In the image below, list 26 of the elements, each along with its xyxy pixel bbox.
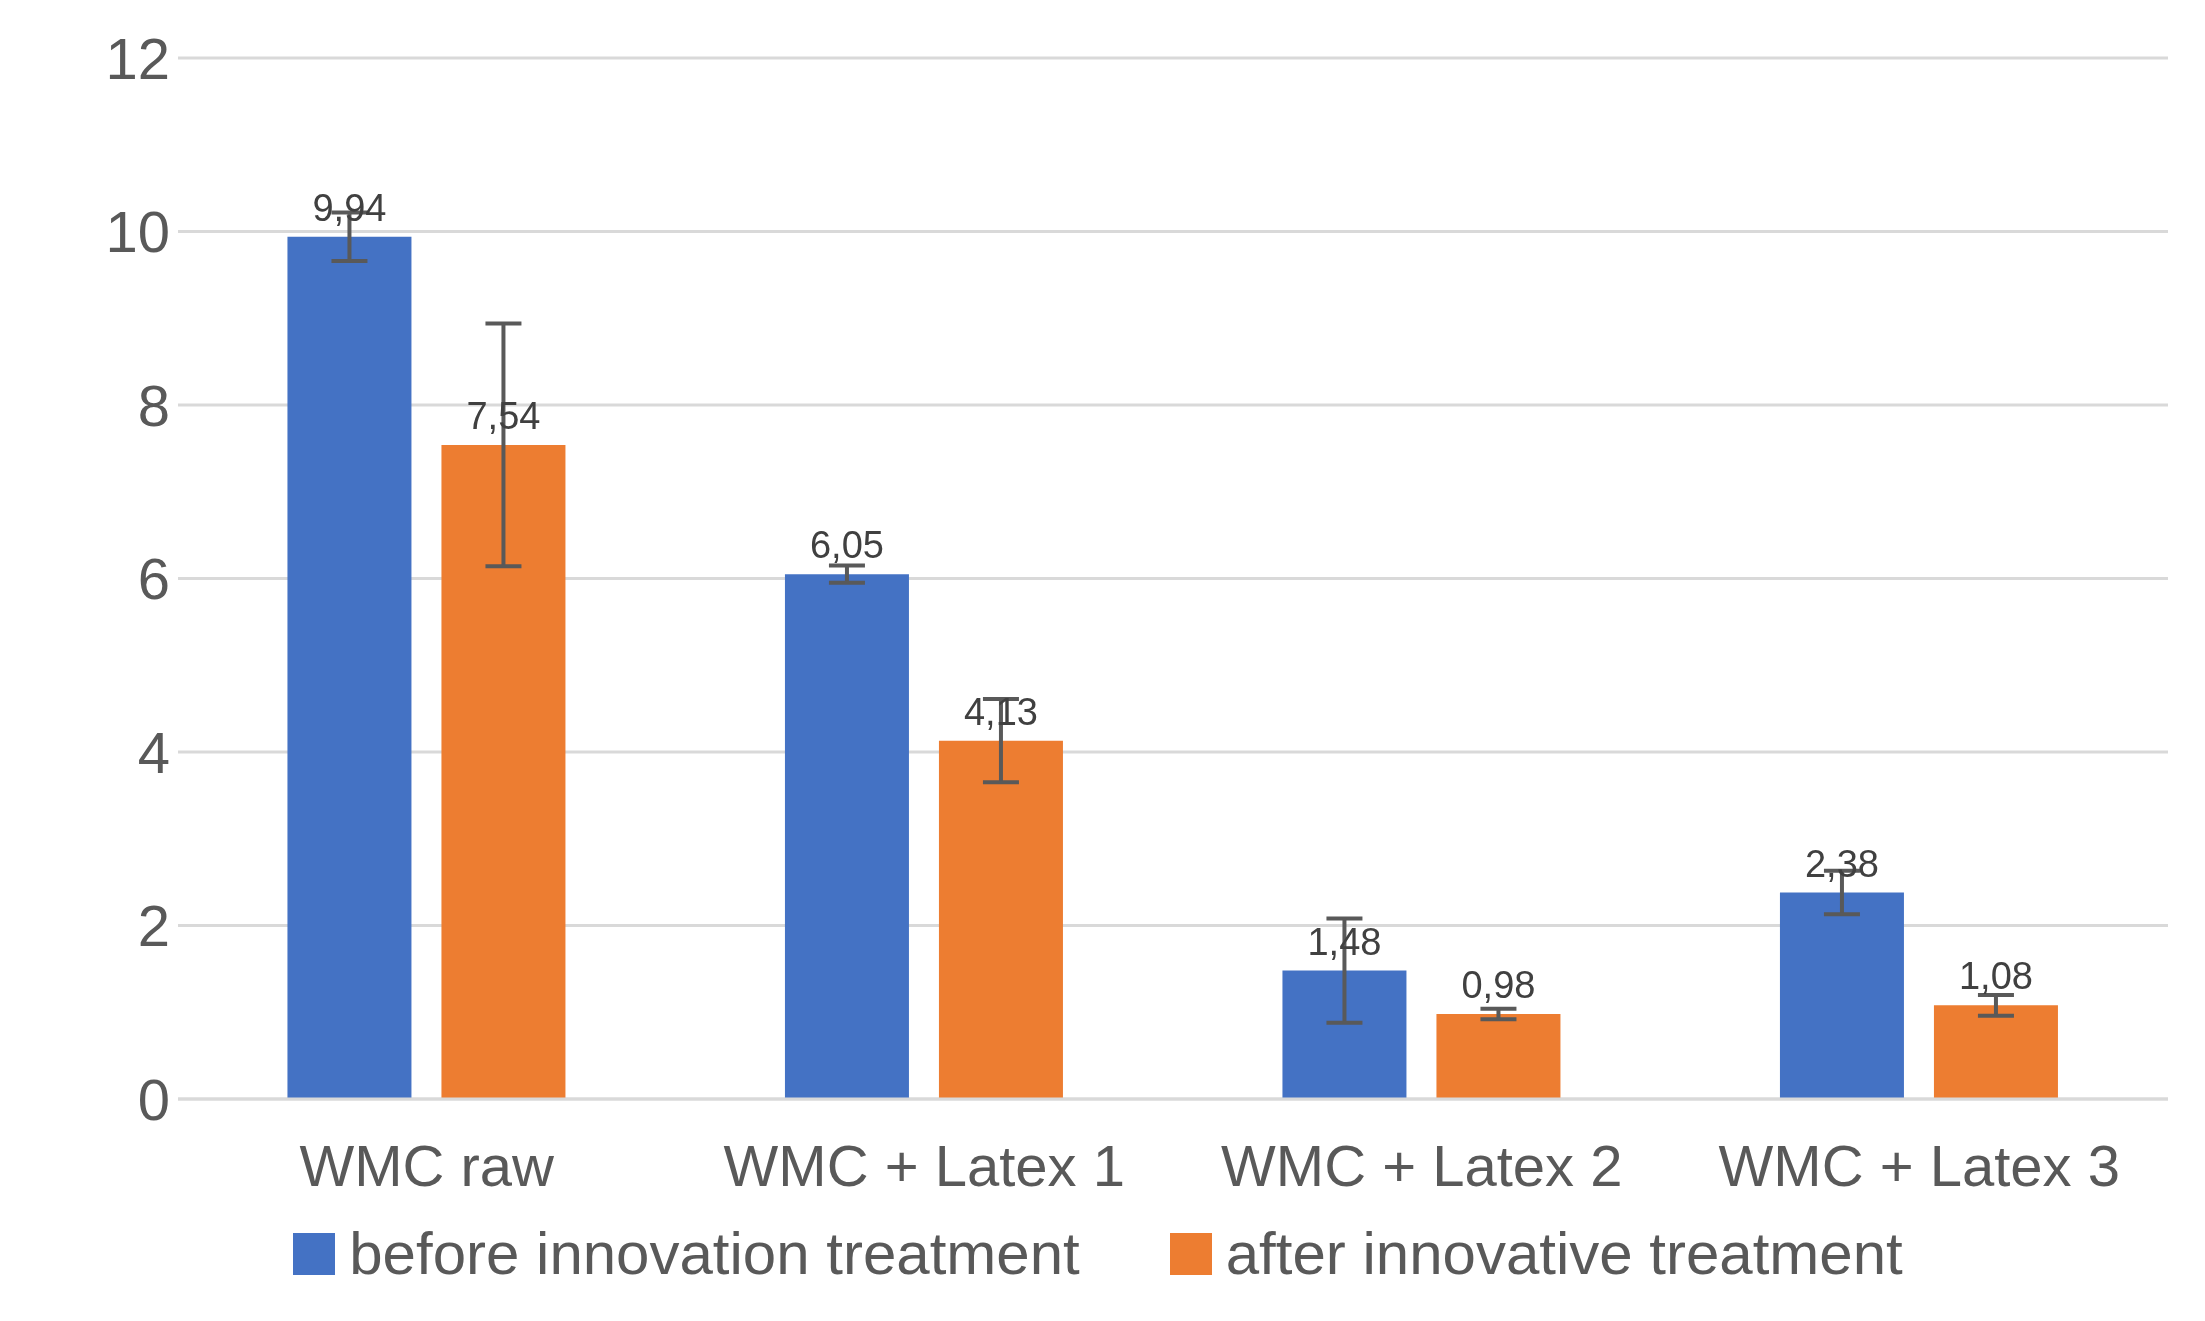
bar	[441, 444, 566, 1099]
x-tick-label: WMC + Latex 1	[723, 1133, 1125, 1199]
bar	[287, 236, 412, 1099]
data-label: 0,98	[1461, 963, 1536, 1006]
legend-label: before innovation treatment	[349, 1219, 1080, 1288]
x-tick-label: WMC + Latex 2	[1221, 1133, 1623, 1199]
bar	[784, 574, 909, 1099]
bar	[1436, 1013, 1561, 1099]
y-tick-label: 2	[137, 893, 170, 959]
data-label: 6,05	[809, 524, 884, 567]
y-tick-label: 6	[137, 546, 170, 612]
y-tick-label: 0	[137, 1066, 170, 1132]
y-tick-label: 10	[105, 199, 170, 265]
bar	[1779, 892, 1904, 1099]
bar	[1282, 970, 1407, 1099]
bar	[938, 740, 1063, 1099]
y-tick-label: 4	[137, 719, 170, 785]
data-label: 1,08	[1958, 955, 2033, 998]
data-label: 9,94	[312, 186, 387, 229]
x-tick-label: WMC raw	[299, 1133, 556, 1199]
bar	[1933, 1005, 2058, 1099]
x-tick-label: WMC + Latex 3	[1718, 1133, 2120, 1199]
legend-label: after innovative treatment	[1225, 1219, 1903, 1288]
y-tick-label: 8	[137, 372, 170, 438]
y-tick-label: 12	[105, 25, 170, 91]
data-label: 2,38	[1804, 842, 1879, 885]
